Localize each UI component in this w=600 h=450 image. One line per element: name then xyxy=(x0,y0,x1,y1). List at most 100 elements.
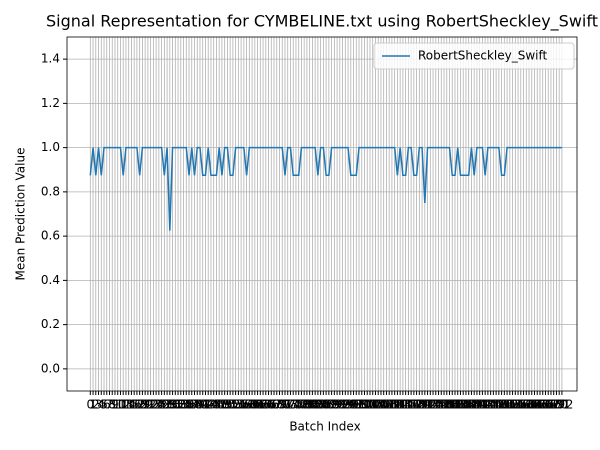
x-tick-label: 169 xyxy=(542,398,565,412)
x-tick-label: 84 xyxy=(313,398,328,412)
x-tick-label: 121 xyxy=(411,398,434,412)
x-tick-label: 134 xyxy=(446,398,469,412)
x-tick-label: 33 xyxy=(173,398,188,412)
x-tick-label: 122 xyxy=(413,398,436,412)
x-tick-label: 38 xyxy=(187,398,202,412)
y-tick-label: 0.4 xyxy=(41,273,60,287)
x-tick-label: 167 xyxy=(537,398,560,412)
x-tick-label: 159 xyxy=(515,398,538,412)
x-tick-label: 41 xyxy=(195,398,210,412)
x-tick-label: 152 xyxy=(496,398,519,412)
x-tick-label: 71 xyxy=(277,398,292,412)
x-tick-label: 42 xyxy=(198,398,213,412)
x-tick-label: 93 xyxy=(338,398,353,412)
x-tick-label: 54 xyxy=(231,398,246,412)
x-tick-label: 116 xyxy=(397,398,420,412)
legend-label: RobertSheckley_Swift xyxy=(418,49,548,63)
x-tick-label: 25 xyxy=(151,398,166,412)
x-tick-label: 56 xyxy=(236,398,251,412)
x-tick-label: 51 xyxy=(223,398,238,412)
x-tick-label: 112 xyxy=(386,398,409,412)
x-tick-label: 101 xyxy=(356,398,379,412)
x-tick-label: 110 xyxy=(380,398,403,412)
x-tick-label: 15 xyxy=(124,398,139,412)
x-tick-label: 62 xyxy=(253,398,268,412)
x-tick-label: 17 xyxy=(129,398,144,412)
x-tick-label: 45 xyxy=(206,398,221,412)
x-tick-label: 48 xyxy=(214,398,229,412)
x-tick-label: 151 xyxy=(493,398,516,412)
y-tick-label: 0.2 xyxy=(41,317,60,331)
x-tick-label: 129 xyxy=(433,398,456,412)
x-tick-label: 120 xyxy=(408,398,431,412)
x-tick-label: 2 xyxy=(92,398,100,412)
x-tick-label: 65 xyxy=(261,398,276,412)
x-tick-label: 150 xyxy=(490,398,513,412)
x-tick-label: 75 xyxy=(288,398,303,412)
x-tick-label: 168 xyxy=(539,398,562,412)
x-tick-label: 66 xyxy=(264,398,279,412)
x-tick-label: 78 xyxy=(297,398,312,412)
x-tick-label: 88 xyxy=(324,398,339,412)
x-tick-label: 85 xyxy=(316,398,331,412)
x-tick-label: 142 xyxy=(468,398,491,412)
x-tick-label: 9 xyxy=(111,398,119,412)
y-tick-label: 0.0 xyxy=(41,361,60,375)
y-tick-label: 0.6 xyxy=(41,229,60,243)
x-tick-label: 137 xyxy=(454,398,477,412)
x-tick-label: 139 xyxy=(460,398,483,412)
x-tick-label: 146 xyxy=(479,398,502,412)
y-tick-label: 1.4 xyxy=(41,52,60,66)
x-tick-label: 141 xyxy=(465,398,488,412)
x-tick-label: 81 xyxy=(305,398,320,412)
x-tick-label: 99 xyxy=(354,398,369,412)
x-tick-label: 60 xyxy=(247,398,262,412)
x-tick-label: 153 xyxy=(498,398,521,412)
x-tick-label: 20 xyxy=(138,398,153,412)
x-tick-label: 105 xyxy=(367,398,390,412)
x-tick-label: 34 xyxy=(176,398,191,412)
x-tick-label: 111 xyxy=(383,398,406,412)
x-tick-label: 21 xyxy=(140,398,155,412)
x-tick-label: 28 xyxy=(159,398,174,412)
x-tick-label: 138 xyxy=(457,398,480,412)
x-tick-label: 86 xyxy=(318,398,333,412)
x-tick-label: 79 xyxy=(299,398,314,412)
x-tick-label: 118 xyxy=(402,398,425,412)
x-tick-label: 16 xyxy=(127,398,142,412)
x-tick-label: 149 xyxy=(487,398,510,412)
y-tick-label: 1.2 xyxy=(41,96,60,110)
x-tick-label: 115 xyxy=(394,398,417,412)
x-tick-label: 31 xyxy=(168,398,183,412)
x-tick-label: 117 xyxy=(400,398,423,412)
x-tick-label: 23 xyxy=(146,398,161,412)
x-tick-label: 29 xyxy=(162,398,177,412)
x-tick-label: 143 xyxy=(471,398,494,412)
x-tick-label: 135 xyxy=(449,398,472,412)
chart-title: Signal Representation for CYMBELINE.txt … xyxy=(46,12,598,32)
x-axis-label: Batch Index xyxy=(289,420,360,434)
x-tick-label: 32 xyxy=(170,398,185,412)
x-tick-label: 53 xyxy=(228,398,243,412)
x-tick-label: 49 xyxy=(217,398,232,412)
x-tick-label: 147 xyxy=(482,398,505,412)
x-tick-label: 170 xyxy=(545,398,568,412)
x-tick-label: 0 xyxy=(86,398,94,412)
x-tick-label: 64 xyxy=(258,398,273,412)
x-tick-label: 69 xyxy=(272,398,287,412)
x-tick-label: 124 xyxy=(419,398,442,412)
x-tick-label: 144 xyxy=(474,398,497,412)
x-tick-label: 161 xyxy=(520,398,543,412)
x-tick-label: 36 xyxy=(181,398,196,412)
x-tick-label: 95 xyxy=(343,398,358,412)
x-tick-label: 26 xyxy=(154,398,169,412)
x-tick-label: 43 xyxy=(201,398,216,412)
legend-box xyxy=(373,42,575,70)
x-tick-label: 13 xyxy=(118,398,133,412)
x-tick-label: 40 xyxy=(192,398,207,412)
x-tick-label: 91 xyxy=(332,398,347,412)
x-tick-label: 128 xyxy=(430,398,453,412)
x-tick-label: 119 xyxy=(405,398,428,412)
x-tick-label: 83 xyxy=(310,398,325,412)
